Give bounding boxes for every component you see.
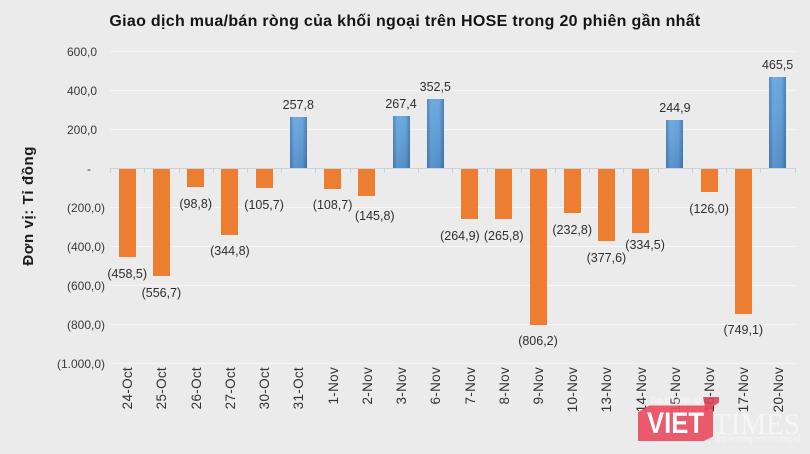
svg-text:Tạp chí điện tử: Tạp chí điện tử	[650, 395, 701, 405]
svg-text:TIMES: TIMES	[713, 406, 800, 441]
svg-text:Truyền thông trên nền tảng số: Truyền thông trên nền tảng số	[715, 434, 801, 445]
svg-text:VIET: VIET	[647, 407, 704, 440]
